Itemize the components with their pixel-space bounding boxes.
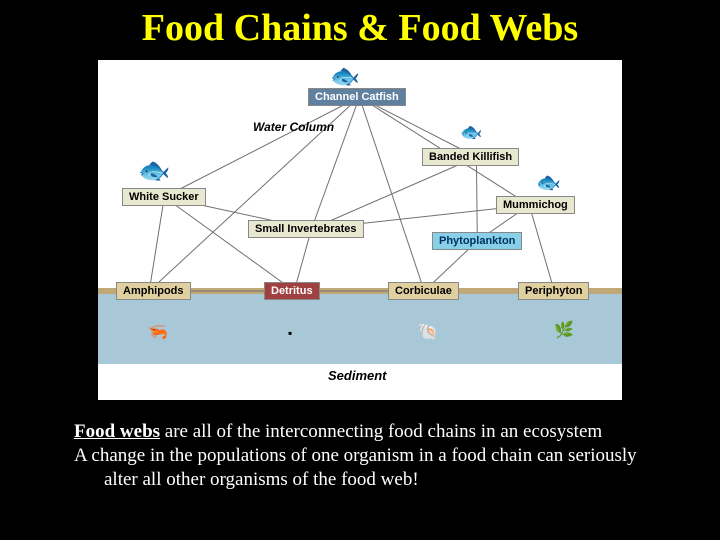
edge-periphyton-mummichog	[529, 205, 554, 291]
node-phyto: Phytoplankton	[432, 232, 522, 250]
node-sucker: White Sucker	[122, 188, 206, 206]
node-killifish: Banded Killifish	[422, 148, 519, 166]
sucker-img: 🐟	[138, 156, 170, 186]
page-title: Food Chains & Food Webs	[0, 0, 720, 50]
killifish-img: 🐟	[460, 122, 482, 143]
edge-amphipods-sucker	[149, 197, 164, 291]
caption-term: Food webs	[74, 421, 160, 442]
node-inverts: Small Invertebrates	[248, 220, 364, 238]
corbicula-img: 🐚	[418, 322, 438, 342]
periphyton-img: 🌿	[554, 320, 574, 340]
sediment-label: Sediment	[328, 368, 387, 383]
node-detritus: Detritus	[264, 282, 320, 300]
catfish-img: 🐟	[330, 62, 360, 91]
edge-inverts-catfish	[311, 97, 359, 229]
node-corbicula: Corbiculae	[388, 282, 459, 300]
caption-line2: A change in the populations of one organ…	[74, 444, 654, 492]
edge-sucker-catfish	[164, 97, 359, 197]
mummichog-img: 🐟	[536, 170, 561, 195]
water-column-label: Water Column	[253, 120, 334, 134]
caption-block: Food webs are all of the interconnecting…	[74, 420, 654, 491]
node-periphyton: Periphyton	[518, 282, 589, 300]
node-mummichog: Mummichog	[496, 196, 575, 214]
edge-inverts-killifish	[311, 157, 476, 229]
detritus-img: ▪	[288, 326, 292, 341]
node-amphipods: Amphipods	[116, 282, 191, 300]
amphipod-img: 🦐	[148, 322, 168, 342]
food-web-diagram: Water Column Sediment Channel CatfishBan…	[98, 60, 622, 400]
edge-phyto-killifish	[476, 157, 477, 241]
caption-line1: are all of the interconnecting food chai…	[160, 421, 602, 442]
